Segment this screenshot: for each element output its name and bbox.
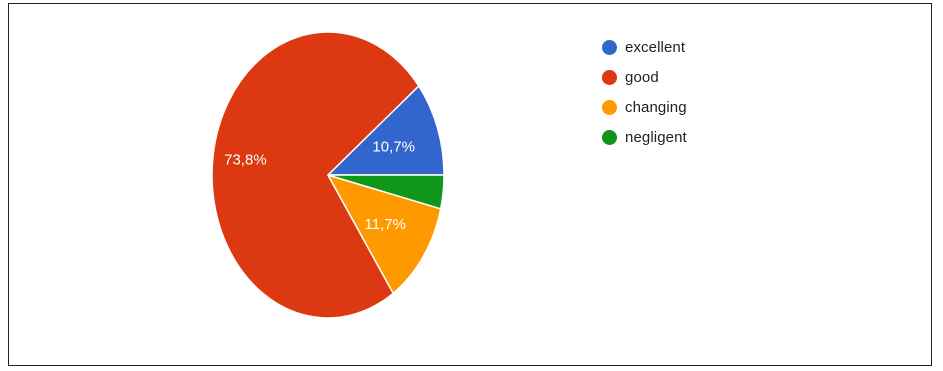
pie-slice-excellent — [327, 85, 445, 176]
legend-swatch-negligent — [602, 129, 617, 145]
slice-label-changing: 11,7% — [364, 216, 405, 233]
chart-frame: 10,7% 73,8% 11,7% excellent good changing neg… — [8, 3, 932, 366]
legend-label-negligent: negligent — [625, 128, 687, 146]
legend-item-excellent: excellent — [602, 32, 687, 62]
legend-item-negligent: negligent — [602, 122, 687, 152]
chart-legend: excellent good changing negligent — [602, 32, 687, 152]
legend-item-changing: changing — [602, 92, 687, 122]
pie-slices — [211, 31, 445, 319]
legend-swatch-good — [602, 69, 617, 85]
legend-swatch-excellent — [602, 39, 617, 55]
legend-label-good: good — [625, 68, 659, 86]
legend-item-good: good — [602, 62, 687, 92]
legend-swatch-changing — [602, 99, 617, 115]
pie-slice-changing — [327, 174, 442, 295]
pie-slice-negligent — [327, 174, 445, 210]
slice-label-excellent: 10,7% — [372, 139, 415, 156]
pie-chart: 10,7% 73,8% 11,7% — [211, 31, 445, 319]
legend-label-excellent: excellent — [625, 38, 686, 56]
slice-label-good: 73,8% — [224, 152, 267, 169]
pie-slice-labels: 10,7% 73,8% 11,7% — [224, 139, 415, 233]
legend-label-changing: changing — [625, 98, 687, 116]
